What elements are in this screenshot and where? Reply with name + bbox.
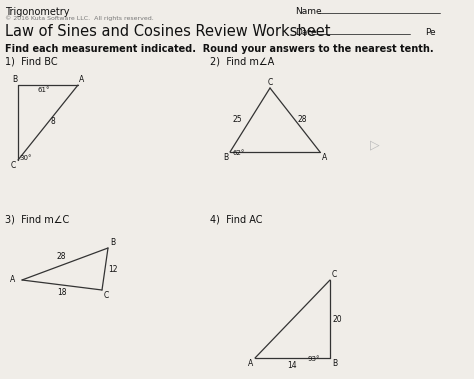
Text: 61°: 61° xyxy=(38,87,51,93)
Text: 8: 8 xyxy=(51,117,56,127)
Text: C: C xyxy=(104,291,109,300)
Text: C: C xyxy=(267,78,273,87)
Text: Pe: Pe xyxy=(425,28,436,37)
Text: ▷: ▷ xyxy=(370,138,380,152)
Text: 93°: 93° xyxy=(308,356,320,362)
Text: A: A xyxy=(10,276,15,285)
Text: 28: 28 xyxy=(56,252,66,261)
Text: 12: 12 xyxy=(108,265,118,274)
Text: 20: 20 xyxy=(333,315,343,324)
Text: C: C xyxy=(11,161,16,170)
Text: A: A xyxy=(79,75,84,84)
Text: Law of Sines and Cosines Review Worksheet: Law of Sines and Cosines Review Workshee… xyxy=(5,24,330,39)
Text: Name: Name xyxy=(295,7,322,16)
Text: A: A xyxy=(248,359,253,368)
Text: B: B xyxy=(12,75,17,84)
Text: © 2016 Kuta Software LLC.  All rights reserved.: © 2016 Kuta Software LLC. All rights res… xyxy=(5,15,154,20)
Text: 14: 14 xyxy=(287,361,297,370)
Text: Find each measurement indicated.  Round your answers to the nearest tenth.: Find each measurement indicated. Round y… xyxy=(5,44,434,54)
Text: Trigonometry: Trigonometry xyxy=(5,7,70,17)
Text: 28: 28 xyxy=(298,116,308,124)
Text: 18: 18 xyxy=(57,288,67,297)
Text: 25: 25 xyxy=(232,116,242,124)
Text: 62°: 62° xyxy=(233,150,246,156)
Text: 2)  Find m∠A: 2) Find m∠A xyxy=(210,56,274,66)
Text: B: B xyxy=(110,238,115,247)
Text: C: C xyxy=(332,270,337,279)
Text: 1)  Find BC: 1) Find BC xyxy=(5,56,58,66)
Text: B: B xyxy=(332,359,337,368)
Text: Date: Date xyxy=(295,28,317,37)
Text: 3)  Find m∠C: 3) Find m∠C xyxy=(5,215,69,225)
Text: 4)  Find AC: 4) Find AC xyxy=(210,215,263,225)
Text: B: B xyxy=(223,153,228,162)
Text: 30°: 30° xyxy=(19,155,31,161)
Text: A: A xyxy=(322,153,327,162)
